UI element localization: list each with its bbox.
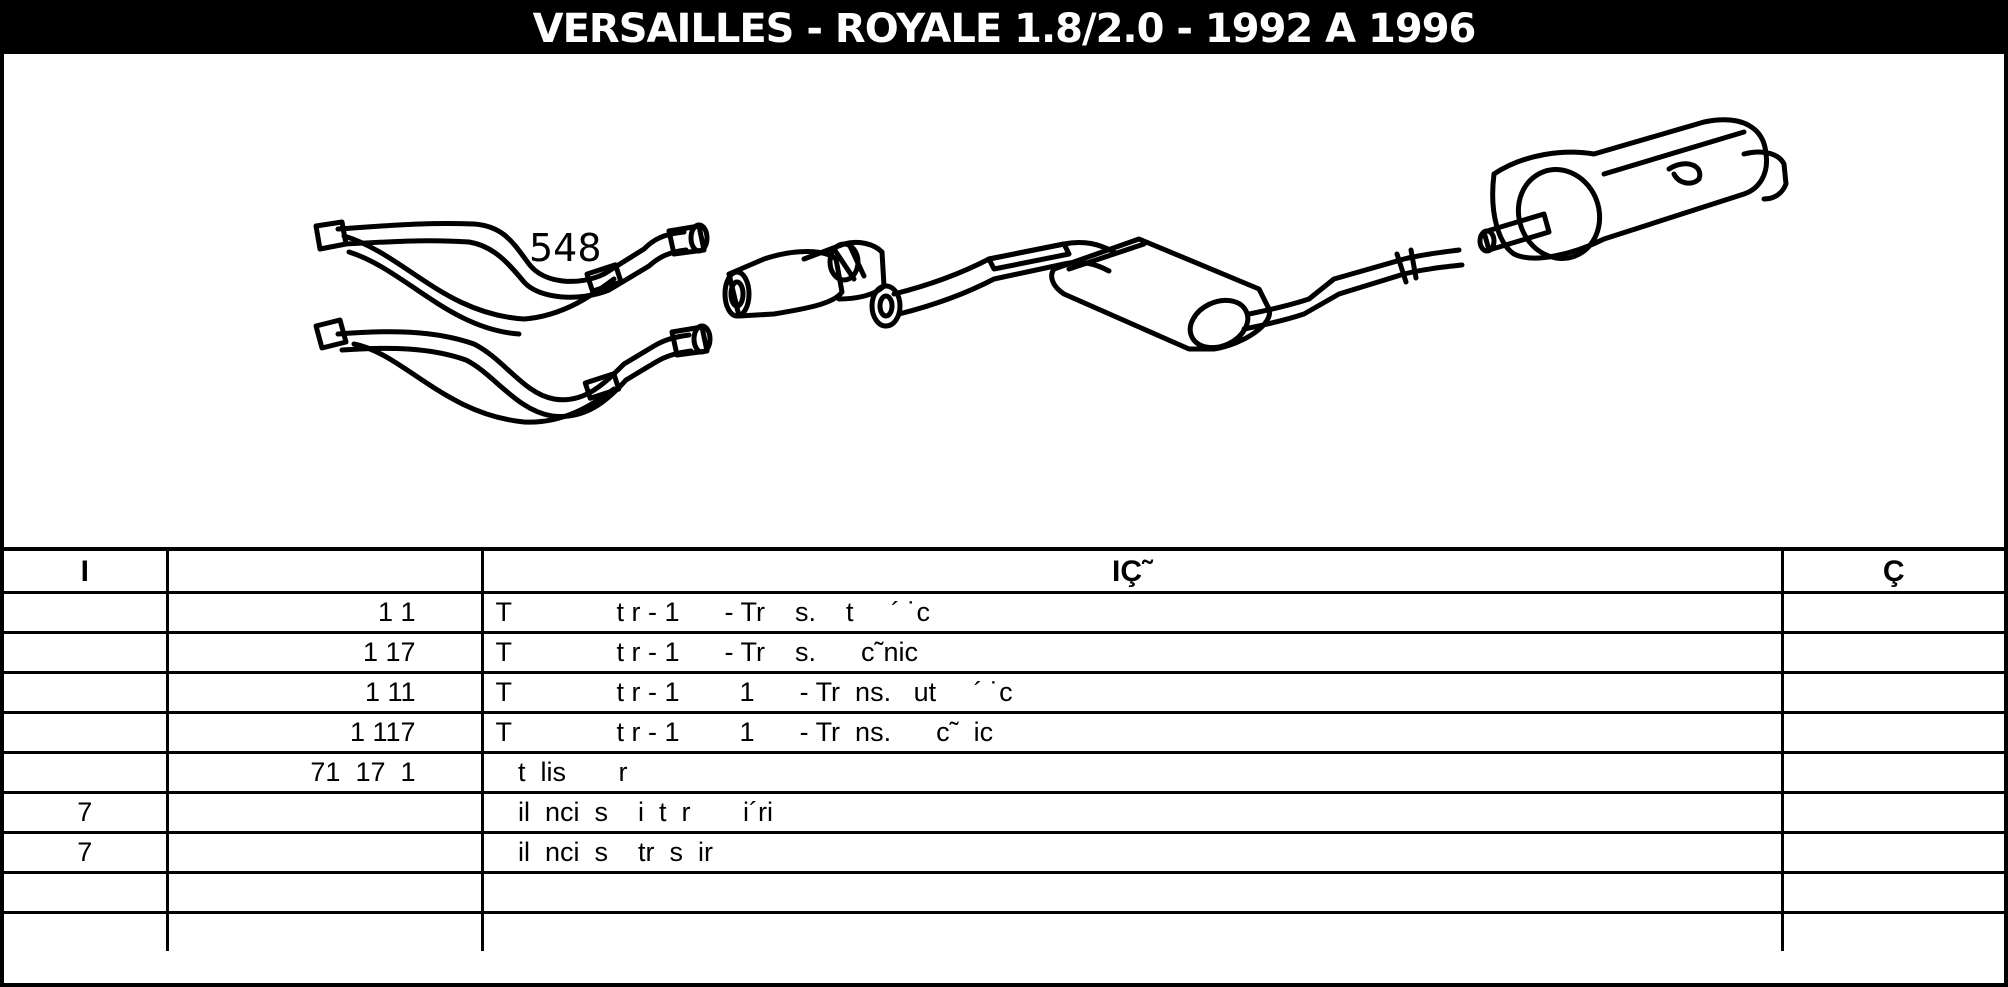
header-extra: Ç — [1780, 547, 2004, 594]
cell-code: 1 11 — [165, 671, 484, 714]
catalytic-converter — [722, 239, 887, 319]
cell-extra — [1780, 791, 2004, 834]
cell-ref — [4, 591, 169, 634]
cell-ref — [4, 711, 169, 754]
cell-extra — [1780, 631, 2004, 674]
table-row: 1 17 T t r - 1 - Tr s. c˜nic — [4, 631, 2004, 674]
cell-extra — [1780, 911, 2004, 951]
exhaust-system-diagram: 548 — [4, 54, 2004, 547]
part-number-label: 548 — [529, 226, 602, 270]
cell-code: 1 1 — [165, 591, 484, 634]
cell-description — [480, 871, 1784, 914]
table-row: 7 il nci s tr s ir — [4, 831, 2004, 874]
front-pipe-upper — [313, 219, 710, 337]
cell-code: 1 117 — [165, 711, 484, 754]
cell-code — [165, 911, 484, 951]
cell-description: T t r - 1 - Tr s. t ´ ˙c — [480, 591, 1784, 634]
cell-description: il nci s i t r i´ri — [480, 791, 1784, 834]
cell-code: 1 17 — [165, 631, 484, 674]
flange-joint — [869, 283, 903, 329]
table-row: 1 11 T t r - 1 1 - Tr ns. ut ´ ˙c — [4, 671, 2004, 714]
front-pipe-lower — [313, 317, 713, 425]
cell-ref — [4, 871, 169, 914]
cell-ref: 7 — [4, 791, 169, 834]
cell-extra — [1780, 751, 2004, 794]
header-ref: I — [4, 547, 169, 594]
cell-code — [165, 791, 484, 834]
cell-ref — [4, 631, 169, 674]
cell-description: il nci s tr s ir — [480, 831, 1784, 874]
cell-description: t lis r — [480, 751, 1784, 794]
table-header-row: I IÇ˜ Ç — [4, 547, 2004, 594]
cell-description: T t r - 1 1 - Tr ns. ut ´ ˙c — [480, 671, 1784, 714]
cell-ref — [4, 671, 169, 714]
cell-extra — [1780, 871, 2004, 914]
cell-extra — [1780, 831, 2004, 874]
cell-description — [480, 911, 1784, 951]
cell-description: T t r - 1 - Tr s. c˜nic — [480, 631, 1784, 674]
table-row — [4, 911, 2004, 951]
cell-extra — [1780, 711, 2004, 754]
cell-code — [165, 831, 484, 874]
cell-code: 71 17 1 — [165, 751, 484, 794]
table-row — [4, 871, 2004, 914]
cell-extra — [1780, 591, 2004, 634]
cell-ref — [4, 751, 169, 794]
header-description: IÇ˜ — [480, 547, 1784, 594]
exhaust-drawing: 548 — [313, 117, 1789, 425]
cell-extra — [1780, 671, 2004, 714]
page-title: VERSAILLES - ROYALE 1.8/2.0 - 1992 A 199… — [4, 4, 2004, 54]
table-row: 1 117 T t r - 1 1 - Tr ns. c˜ ic — [4, 711, 2004, 754]
intermediate-pipe — [891, 239, 1117, 317]
table-row: 71 17 1 t lis r — [4, 751, 2004, 794]
header-code — [165, 547, 484, 594]
cell-ref: 7 — [4, 831, 169, 874]
rear-muffler — [1477, 117, 1789, 261]
cell-code — [165, 871, 484, 914]
front-muffler — [1049, 236, 1465, 352]
cell-ref — [4, 911, 169, 951]
table-row: 7 il nci s i t r i´ri — [4, 791, 2004, 834]
cell-description: T t r - 1 1 - Tr ns. c˜ ic — [480, 711, 1784, 754]
